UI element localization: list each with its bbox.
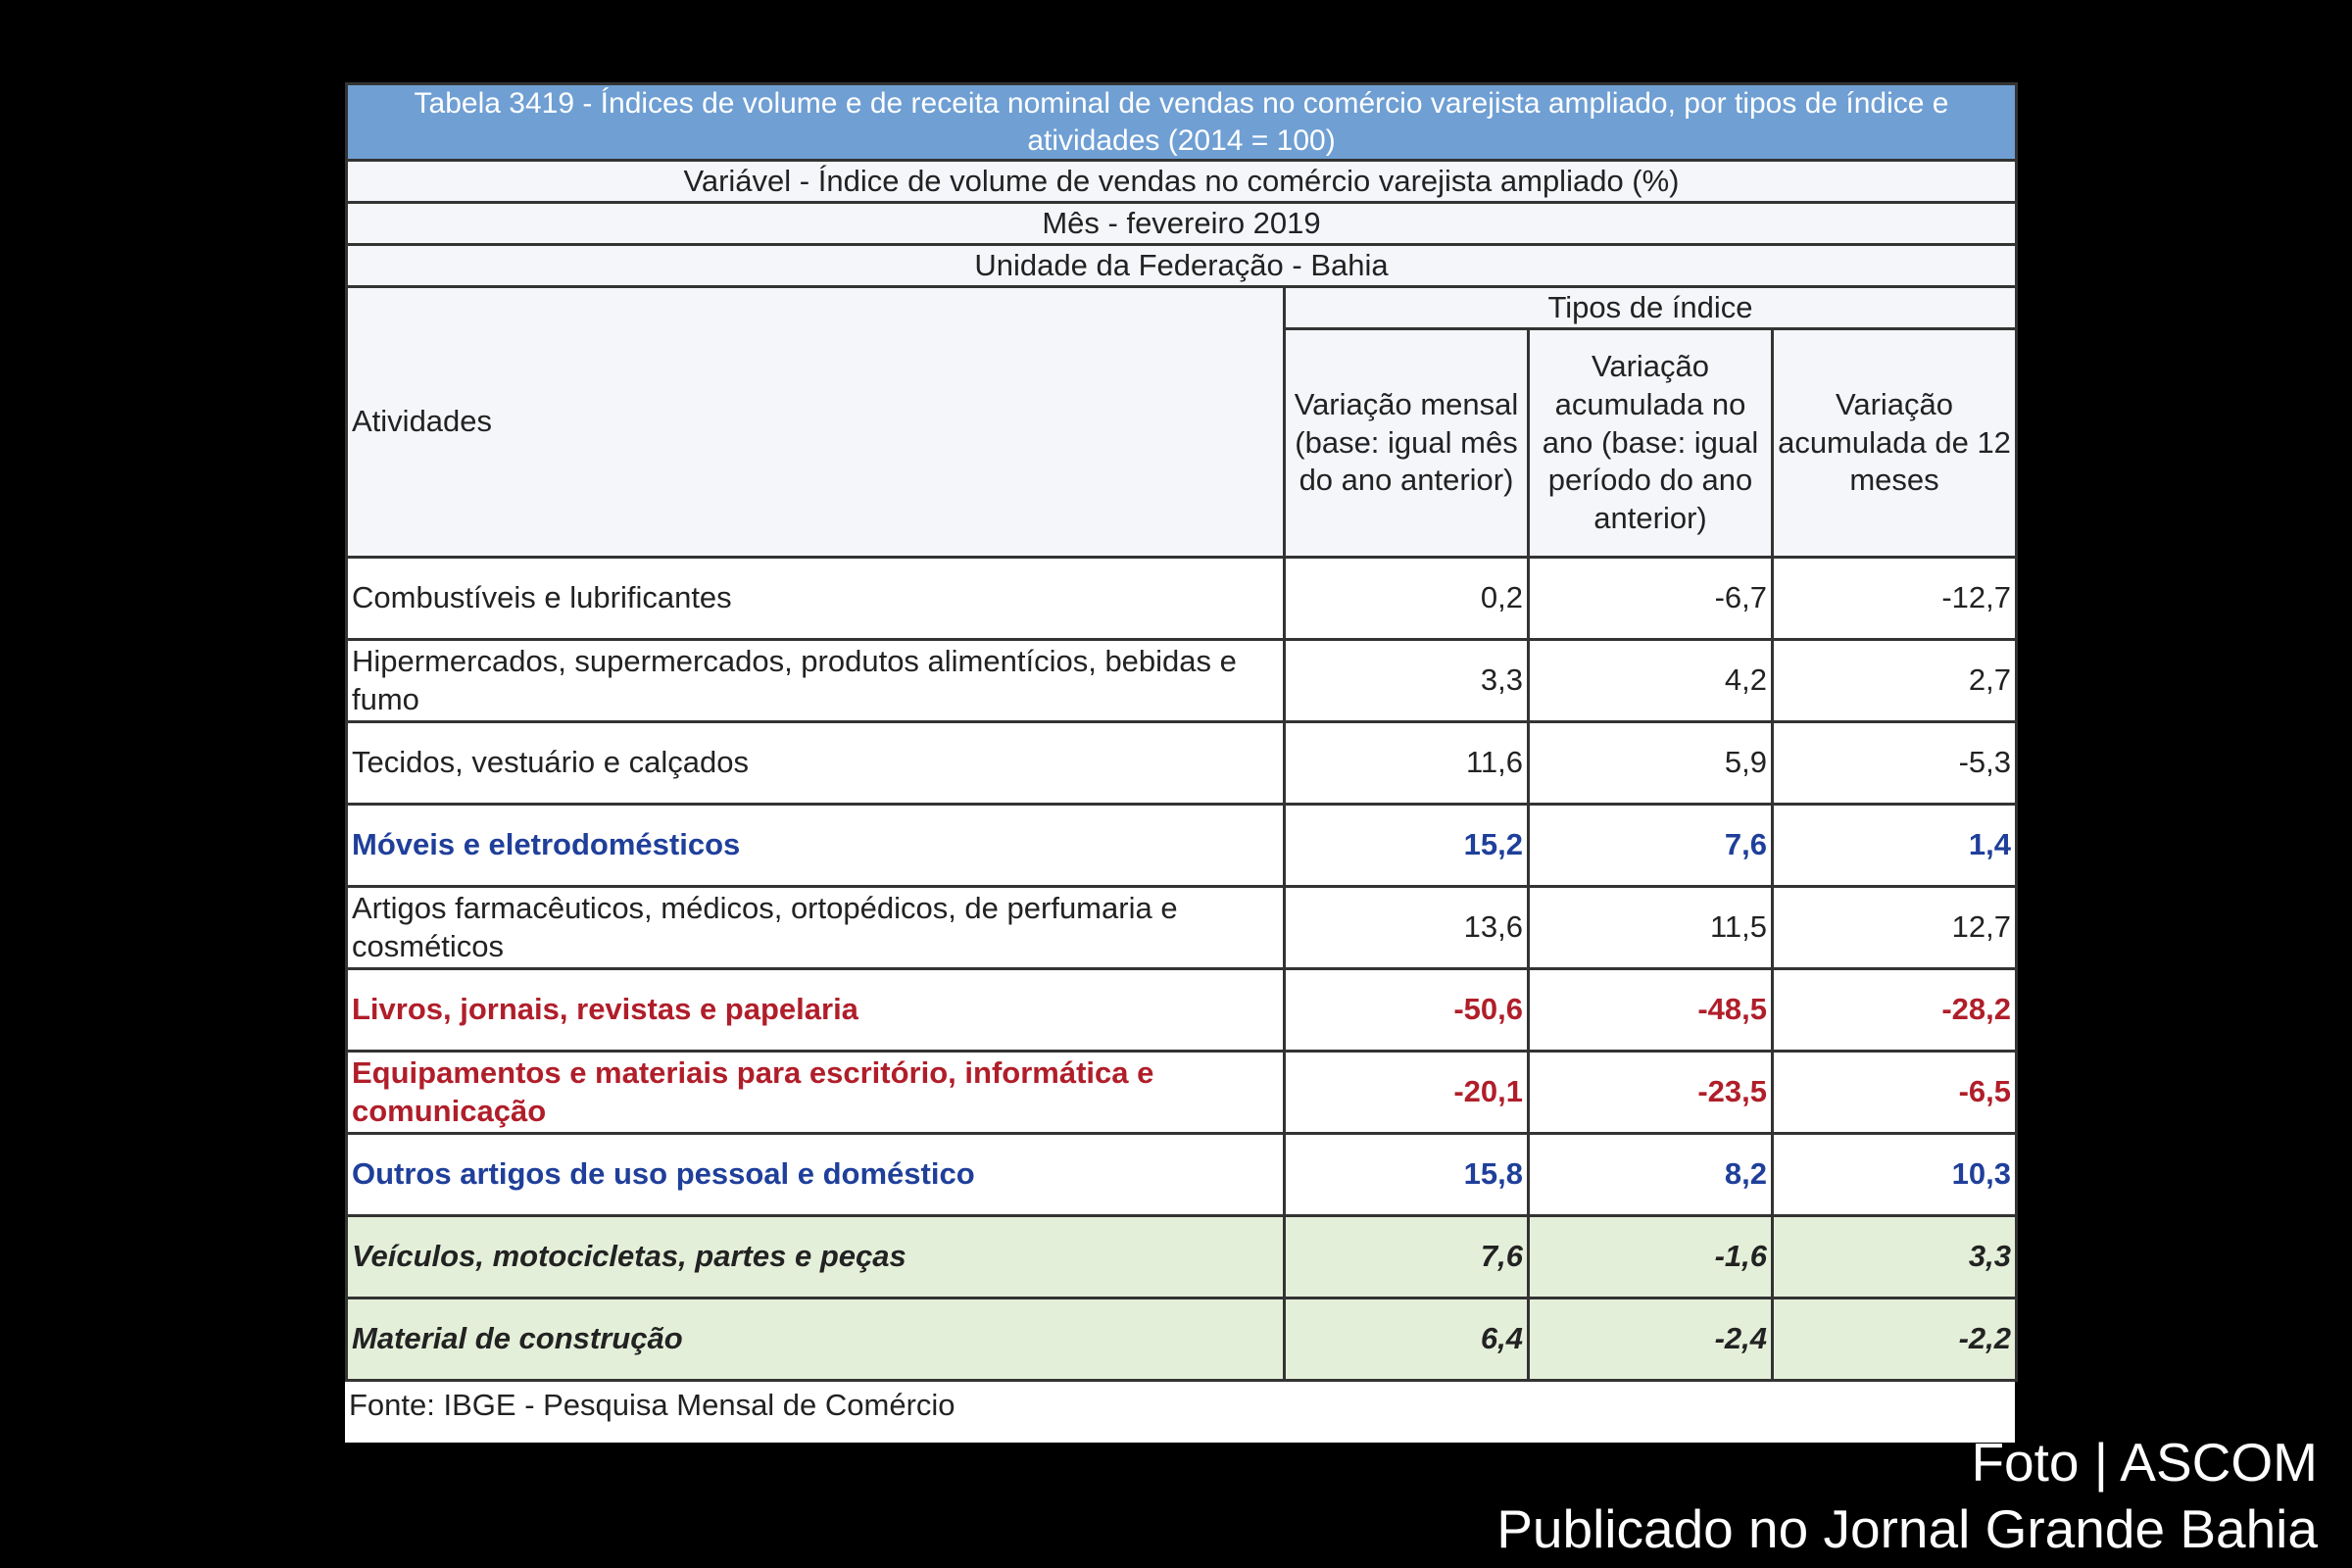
header-column: Variação acumulada no ano (base: igual p… xyxy=(1527,327,1774,559)
value-cell: 6,4 xyxy=(1283,1297,1530,1382)
value-cell: 8,2 xyxy=(1527,1132,1774,1217)
activity-cell: Hipermercados, supermercados, produtos a… xyxy=(345,638,1286,723)
header-group: Tipos de índice xyxy=(1282,285,2019,330)
value-cell: 5,9 xyxy=(1527,720,1774,806)
activity-cell: Tecidos, vestuário e calçados xyxy=(345,720,1286,806)
published-credit: Publicado no Jornal Grande Bahia xyxy=(1496,1498,2318,1559)
value-cell: -20,1 xyxy=(1283,1050,1530,1135)
table-title: Tabela 3419 - Índices de volume e de rec… xyxy=(344,82,2019,162)
activity-cell: Veículos, motocicletas, partes e peças xyxy=(345,1214,1286,1299)
source: Fonte: IBGE - Pesquisa Mensal de Comérci… xyxy=(349,1388,956,1422)
month: Mês - fevereiro 2019 xyxy=(344,201,2019,246)
activity-cell: Combustíveis e lubrificantes xyxy=(345,556,1286,641)
activity-cell: Outros artigos de uso pessoal e doméstic… xyxy=(345,1132,1286,1217)
value-cell: 2,7 xyxy=(1770,638,2019,723)
value-cell: 10,3 xyxy=(1770,1132,2019,1217)
value-cell: 4,2 xyxy=(1527,638,1774,723)
header-activities: Atividades xyxy=(345,285,1286,559)
activity-cell: Móveis e eletrodomésticos xyxy=(345,803,1286,888)
value-cell: -2,4 xyxy=(1527,1297,1774,1382)
variable: Variável - Índice de volume de vendas no… xyxy=(344,159,2019,204)
value-cell: -1,6 xyxy=(1527,1214,1774,1299)
activity-cell: Equipamentos e materiais para escritório… xyxy=(345,1050,1286,1135)
value-cell: 7,6 xyxy=(1283,1214,1530,1299)
value-cell: -50,6 xyxy=(1283,967,1530,1053)
value-cell: -23,5 xyxy=(1527,1050,1774,1135)
value-cell: -12,7 xyxy=(1770,556,2019,641)
value-cell: -2,2 xyxy=(1770,1297,2019,1382)
table-row: Outros artigos de uso pessoal e doméstic… xyxy=(345,1132,2019,1217)
value-cell: -6,7 xyxy=(1527,556,1774,641)
table-container: Tabela 3419 - Índices de volume e de rec… xyxy=(344,82,2019,1443)
value-cell: 0,2 xyxy=(1283,556,1530,641)
data-table: Tabela 3419 - Índices de volume e de rec… xyxy=(344,82,2019,1382)
table-row: Equipamentos e materiais para escritório… xyxy=(345,1050,2019,1135)
table-row: Móveis e eletrodomésticos 15,2 7,6 1,4 xyxy=(345,803,2019,888)
table-row: Artigos farmacêuticos, médicos, ortopédi… xyxy=(345,885,2019,970)
value-cell: 11,5 xyxy=(1527,885,1774,970)
activity-cell: Livros, jornais, revistas e papelaria xyxy=(345,967,1286,1053)
value-cell: 3,3 xyxy=(1770,1214,2019,1299)
table-row: Veículos, motocicletas, partes e peças 7,… xyxy=(345,1214,2019,1299)
table-row: Livros, jornais, revistas e papelaria -50… xyxy=(345,967,2019,1053)
header-column: Variação mensal (base: igual mês do ano … xyxy=(1283,327,1530,559)
table-row: Combustíveis e lubrificantes 0,2 -6,7 -12,7 xyxy=(345,556,2019,641)
value-cell: -28,2 xyxy=(1770,967,2019,1053)
value-cell: -48,5 xyxy=(1527,967,1774,1053)
value-cell: 12,7 xyxy=(1770,885,2019,970)
table-row: Tecidos, vestuário e calçados 11,6 5,9 -5,3 xyxy=(345,720,2019,806)
value-cell: 1,4 xyxy=(1770,803,2019,888)
value-cell: 15,8 xyxy=(1283,1132,1530,1217)
value-cell: -5,3 xyxy=(1770,720,2019,806)
table-row: Material de construção 6,4 -2,4 -2,2 xyxy=(345,1297,2019,1382)
value-cell: 7,6 xyxy=(1527,803,1774,888)
header-column: Variação acumulada de 12 meses xyxy=(1770,327,2019,559)
activity-cell: Artigos farmacêuticos, médicos, ortopédi… xyxy=(345,885,1286,970)
table-row: Hipermercados, supermercados, produtos a… xyxy=(345,638,2019,723)
value-cell: 11,6 xyxy=(1283,720,1530,806)
value-cell: -6,5 xyxy=(1770,1050,2019,1135)
activity-cell: Material de construção xyxy=(345,1297,1286,1382)
value-cell: 15,2 xyxy=(1283,803,1530,888)
photo-credit: Foto | ASCOM xyxy=(1971,1432,2318,1493)
value-cell: 3,3 xyxy=(1283,638,1530,723)
value-cell: 13,6 xyxy=(1283,885,1530,970)
unit: Unidade da Federação - Bahia xyxy=(344,243,2019,288)
